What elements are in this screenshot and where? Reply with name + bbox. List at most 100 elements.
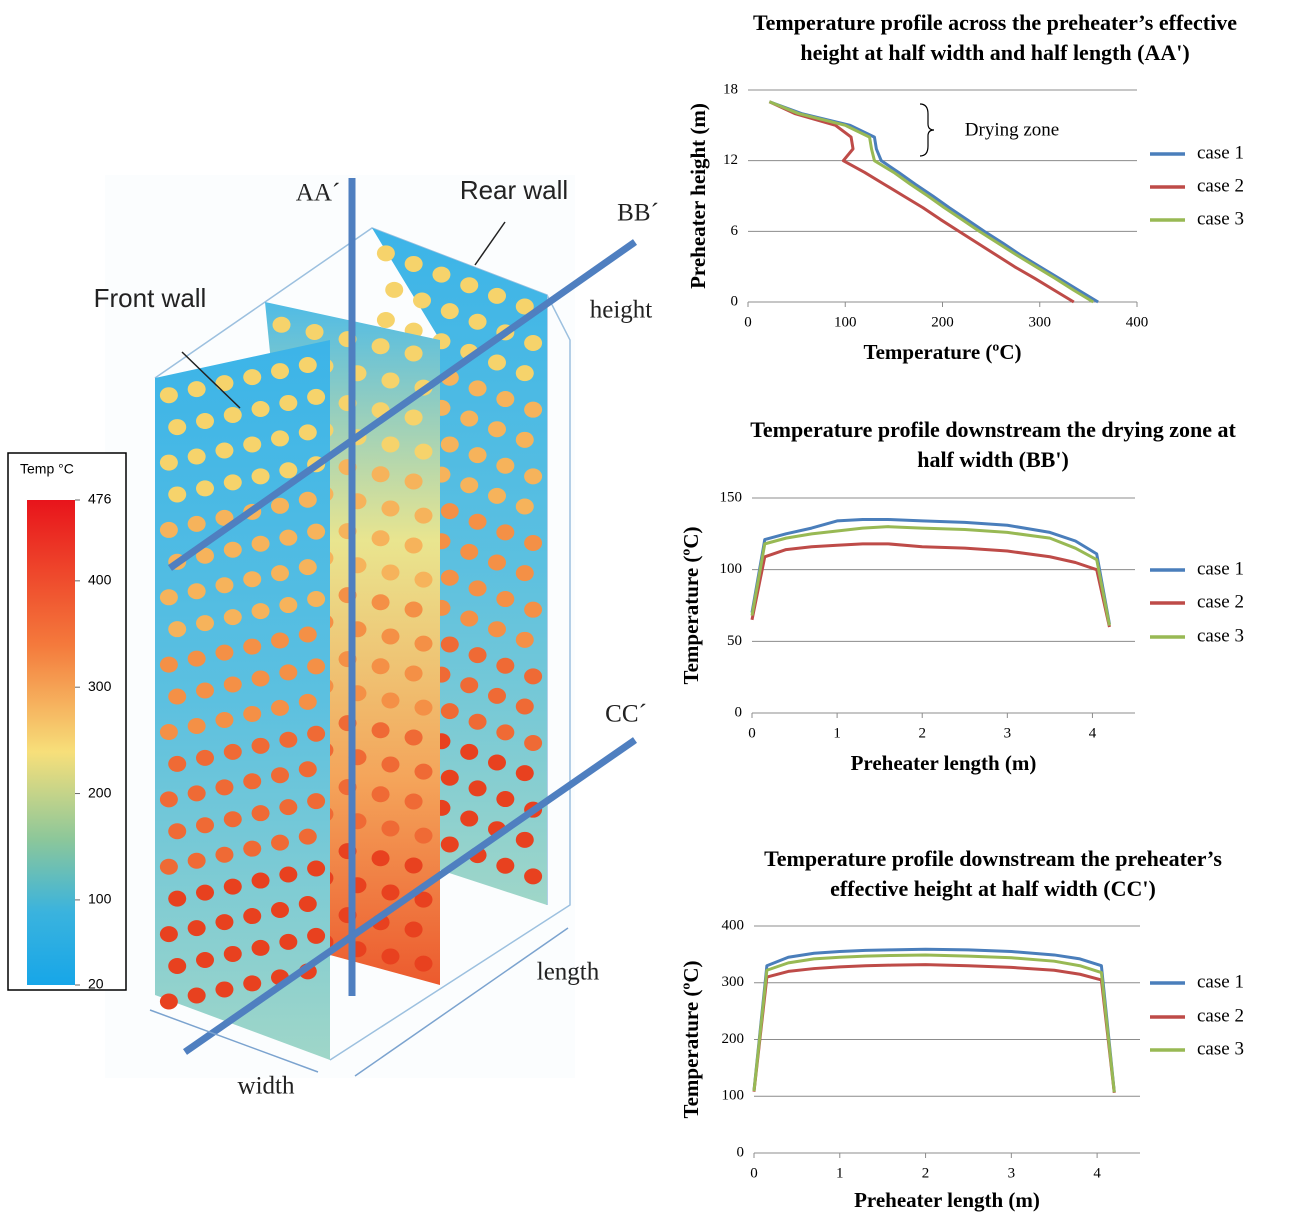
hex-cell <box>224 542 242 558</box>
hex-cell <box>524 668 542 684</box>
hex-cell <box>271 430 289 446</box>
hex-cell <box>405 409 423 425</box>
hex-cell <box>460 277 478 293</box>
hex-cell <box>516 565 534 581</box>
y-tick-label: 400 <box>722 917 745 933</box>
hex-cell <box>414 700 432 716</box>
y-tick-label: 18 <box>723 81 738 97</box>
hex-cell <box>516 698 534 714</box>
hex-cell <box>224 946 242 962</box>
hex-cell <box>160 791 178 807</box>
hex-cell <box>215 847 233 863</box>
hex-cell <box>496 858 514 874</box>
hex-cell <box>405 729 423 745</box>
preheater-illustration: AA´ Rear wall BB´ Front wall height CC´ … <box>8 175 659 1100</box>
hex-cell <box>196 952 214 968</box>
series-line <box>754 955 1114 1092</box>
hex-cell <box>196 817 214 833</box>
hex-cell <box>469 647 487 663</box>
hex-cell <box>381 436 399 452</box>
hex-cell <box>307 389 325 405</box>
y-axis-label: Temperature (ºC) <box>679 527 703 685</box>
hex-cell <box>488 555 506 571</box>
hex-cell <box>160 589 178 605</box>
hex-cell <box>215 442 233 458</box>
x-tick-label: 4 <box>1089 725 1097 741</box>
hex-cell <box>299 694 317 710</box>
hex-cell <box>188 853 206 869</box>
hex-cell <box>372 466 390 482</box>
hex-cell <box>469 314 487 330</box>
legend-label: case 3 <box>1197 625 1244 646</box>
y-tick-label: 0 <box>737 1144 745 1160</box>
hex-cell <box>524 335 542 351</box>
hex-cell <box>168 689 186 705</box>
hex-cell <box>299 357 317 373</box>
y-tick-label: 12 <box>723 152 738 168</box>
hex-cell <box>299 829 317 845</box>
hex-cell <box>381 628 399 644</box>
hex-cell <box>524 735 542 751</box>
hex-cell <box>414 572 432 588</box>
colorbar <box>27 500 75 985</box>
hex-cell <box>160 522 178 538</box>
hex-cell <box>299 627 317 643</box>
hex-cell <box>299 896 317 912</box>
hex-cell <box>196 750 214 766</box>
x-tick-label: 3 <box>1004 725 1012 741</box>
hex-cell <box>168 419 186 435</box>
x-tick-label: 400 <box>1126 314 1149 330</box>
hex-cell <box>279 934 297 950</box>
hex-cell <box>252 940 270 956</box>
hex-cell <box>224 744 242 760</box>
legend-label: case 2 <box>1197 1005 1244 1026</box>
hex-cell <box>196 885 214 901</box>
hex-cell <box>441 570 459 586</box>
hex-cell <box>516 365 534 381</box>
hex-cell <box>460 411 478 427</box>
hex-cell <box>496 524 514 540</box>
hex-cell <box>372 530 390 546</box>
figure: AA´ Rear wall BB´ Front wall height CC´ … <box>0 0 1298 1216</box>
hex-cell <box>405 345 423 361</box>
x-tick-label: 3 <box>1008 1165 1016 1181</box>
hex-cell <box>252 401 270 417</box>
hex-cell <box>377 245 395 261</box>
hex-cell <box>243 369 261 385</box>
hex-cell <box>168 891 186 907</box>
x-tick-label: 0 <box>748 725 756 741</box>
hex-cell <box>307 860 325 876</box>
hex-cell <box>224 879 242 895</box>
annotation: Drying zone <box>965 119 1059 140</box>
hex-cell <box>243 706 261 722</box>
hex-cell <box>196 480 214 496</box>
section-label: CC´ <box>605 701 647 728</box>
y-tick-label: 300 <box>722 974 745 990</box>
hex-cell <box>405 256 423 272</box>
hex-cell <box>271 565 289 581</box>
legend-label: case 1 <box>1197 558 1244 579</box>
hex-cell <box>405 665 423 681</box>
chart-title: height at half width and half length (AA… <box>800 40 1189 65</box>
hex-cell <box>441 703 459 719</box>
hex-cell <box>252 738 270 754</box>
x-tick-label: 1 <box>836 1165 844 1181</box>
hex-cell <box>243 908 261 924</box>
hex-cell <box>160 387 178 403</box>
series-line <box>752 527 1109 626</box>
hex-cell <box>279 530 297 546</box>
hex-cell <box>496 391 514 407</box>
series-line <box>752 544 1109 627</box>
hex-cell <box>188 651 206 667</box>
hex-cell <box>160 657 178 673</box>
colorbar-tick-label: 20 <box>88 976 104 992</box>
hex-cell <box>469 514 487 530</box>
x-tick-label: 300 <box>1029 314 1052 330</box>
y-tick-label: 100 <box>722 1088 745 1104</box>
hex-cell <box>160 859 178 875</box>
hex-cell <box>215 712 233 728</box>
hex-cell <box>469 380 487 396</box>
hex-cell <box>381 692 399 708</box>
hex-cell <box>299 559 317 575</box>
hex-cell <box>188 785 206 801</box>
